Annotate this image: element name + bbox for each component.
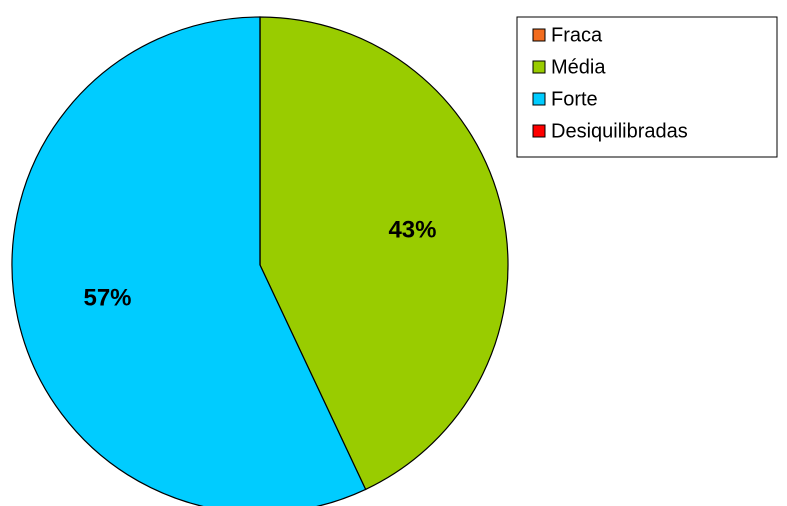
pie-slice	[259, 16, 509, 491]
legend-label: Média	[551, 56, 606, 78]
legend-label: Desiquilibradas	[551, 120, 688, 142]
legend-box	[516, 16, 778, 158]
legend-swatch	[532, 124, 546, 138]
legend-swatch	[532, 28, 546, 42]
legend-label: Forte	[551, 88, 598, 110]
pie-slice	[11, 16, 367, 506]
legend-swatch	[532, 92, 546, 106]
legend-swatch	[532, 60, 546, 74]
legend-label: Fraca	[551, 24, 603, 46]
data-label: 57%	[83, 284, 131, 311]
data-label: 43%	[388, 216, 436, 243]
